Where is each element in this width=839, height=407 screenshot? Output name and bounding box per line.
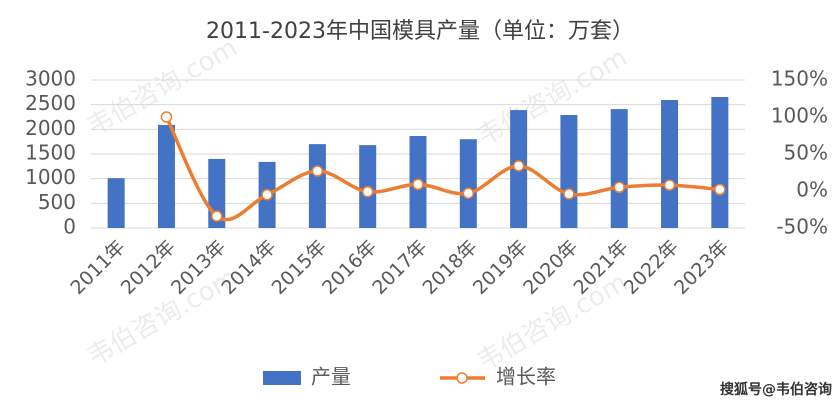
y-tick-label: 2000 [25,116,76,140]
legend-label: 增长率 [496,365,556,389]
y-tick-label: 1000 [25,165,76,189]
y-tick-label: 2500 [25,91,76,115]
line-marker [211,210,223,222]
bar [711,97,729,229]
x-tick-label: 2016年 [318,236,381,299]
watermark: 韦伯咨询.com [82,263,242,373]
x-tick-label: 2011年 [66,236,129,299]
y-tick-label: 3000 [25,67,76,91]
line-marker [311,165,324,177]
x-tick-label: 2019年 [469,236,532,299]
legend-label: 产量 [311,365,351,389]
line-marker [613,181,625,194]
x-tick-label: 2018年 [419,236,482,299]
y-tick-label: 0 [63,215,76,239]
y2-tick-label: 100% [771,104,828,128]
line [164,116,721,222]
bar [308,144,326,228]
legend-swatch [263,371,301,385]
y2-tick-label: 50% [784,141,828,165]
line-marker [160,111,173,123]
x-tick-label: 2023年 [670,236,733,299]
y-tick-label: 500 [38,190,76,214]
line-marker [512,160,525,172]
line-marker [462,187,475,199]
line-marker [261,188,273,201]
line-marker [412,178,424,191]
line-marker [663,179,676,191]
x-tick-label: 2012年 [117,236,180,299]
line-marker [563,188,575,200]
chart-title: 2011-2023年中国模具产量（单位：万套） [206,19,634,44]
source: 搜狐号@韦伯咨询 [720,381,832,398]
x-tick-label: 2022年 [620,236,683,299]
x-tick-label: 2020年 [519,236,582,299]
x-tick-label: 2015年 [268,236,331,299]
bar [661,99,679,228]
legend-marker [456,372,468,384]
bar [610,109,628,228]
line-marker [361,185,374,198]
bar [459,139,477,228]
y2-tick-label: -50% [776,215,828,239]
bar [157,124,175,228]
x-tick-label: 2017年 [368,236,431,299]
bar [107,178,125,228]
line-marker [714,183,726,196]
bar [560,115,578,228]
y2-tick-label: 150% [771,67,828,91]
y-tick-label: 1500 [25,141,76,165]
watermark: 韦伯咨询.com [472,43,632,153]
y2-tick-label: 0% [796,178,828,202]
